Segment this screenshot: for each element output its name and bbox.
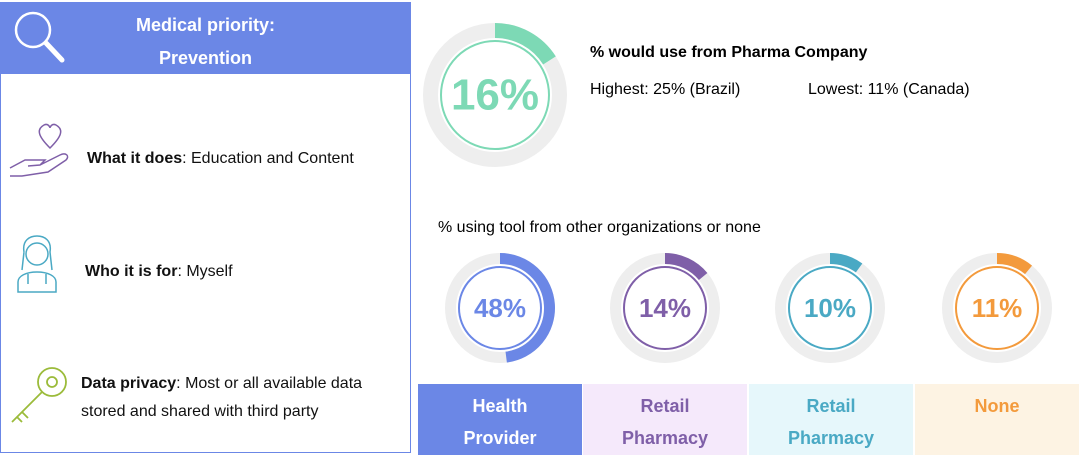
panel-title: Medical priority: (135, 15, 276, 35)
person-icon (17, 235, 57, 293)
panel-title: Prevention (158, 48, 253, 68)
donut-arc (499, 253, 555, 363)
category-box: Health Provider (418, 384, 582, 455)
category-box: Retail Pharmacy (749, 384, 913, 455)
item-label: Data privacy (81, 375, 177, 392)
donut-label: 14% (639, 293, 691, 323)
annotation: Highest: 25% (Brazil) (590, 81, 740, 98)
donut-label: 11% (972, 293, 1023, 323)
donut-arc (664, 253, 708, 281)
donut-arc (494, 23, 556, 65)
info-item: Data privacy: Most or all available data… (81, 370, 406, 426)
magnifier-icon (14, 11, 65, 63)
item-label: Who it is for (85, 263, 178, 280)
annotation: Lowest: 11% (Canada) (808, 81, 970, 98)
panel-header: Medical priority: Prevention (1, 3, 410, 74)
chart-title: % using tool from other organizations or… (438, 219, 761, 236)
donut-label: 48% (474, 293, 526, 323)
item-text: : Education and Content (182, 150, 354, 167)
donut-inner (440, 40, 550, 150)
chart-title: % would use from Pharma Company (590, 44, 867, 61)
category-box: None (915, 384, 1079, 455)
item-text: : Most or all available data stored and … (81, 375, 363, 420)
donut-inner (955, 266, 1039, 350)
item-text: : Myself (177, 263, 233, 280)
donut-label: 10% (804, 293, 856, 323)
donut-inner (623, 266, 707, 350)
key-icon (11, 367, 67, 423)
info-panel: Medical priority: Prevention What it doe… (0, 2, 411, 453)
item-label: What it does (87, 150, 183, 167)
info-item: What it does: Education and Content (87, 145, 354, 173)
donut-arc (996, 253, 1033, 275)
donut-inner (458, 266, 542, 350)
donut-arc (829, 253, 863, 273)
donut-label: 16% (451, 71, 539, 120)
category-box: Retail Pharmacy (583, 384, 747, 455)
hand-heart-icon (9, 123, 69, 177)
info-item: Who it is for: Myself (85, 258, 233, 286)
donut-inner (788, 266, 872, 350)
